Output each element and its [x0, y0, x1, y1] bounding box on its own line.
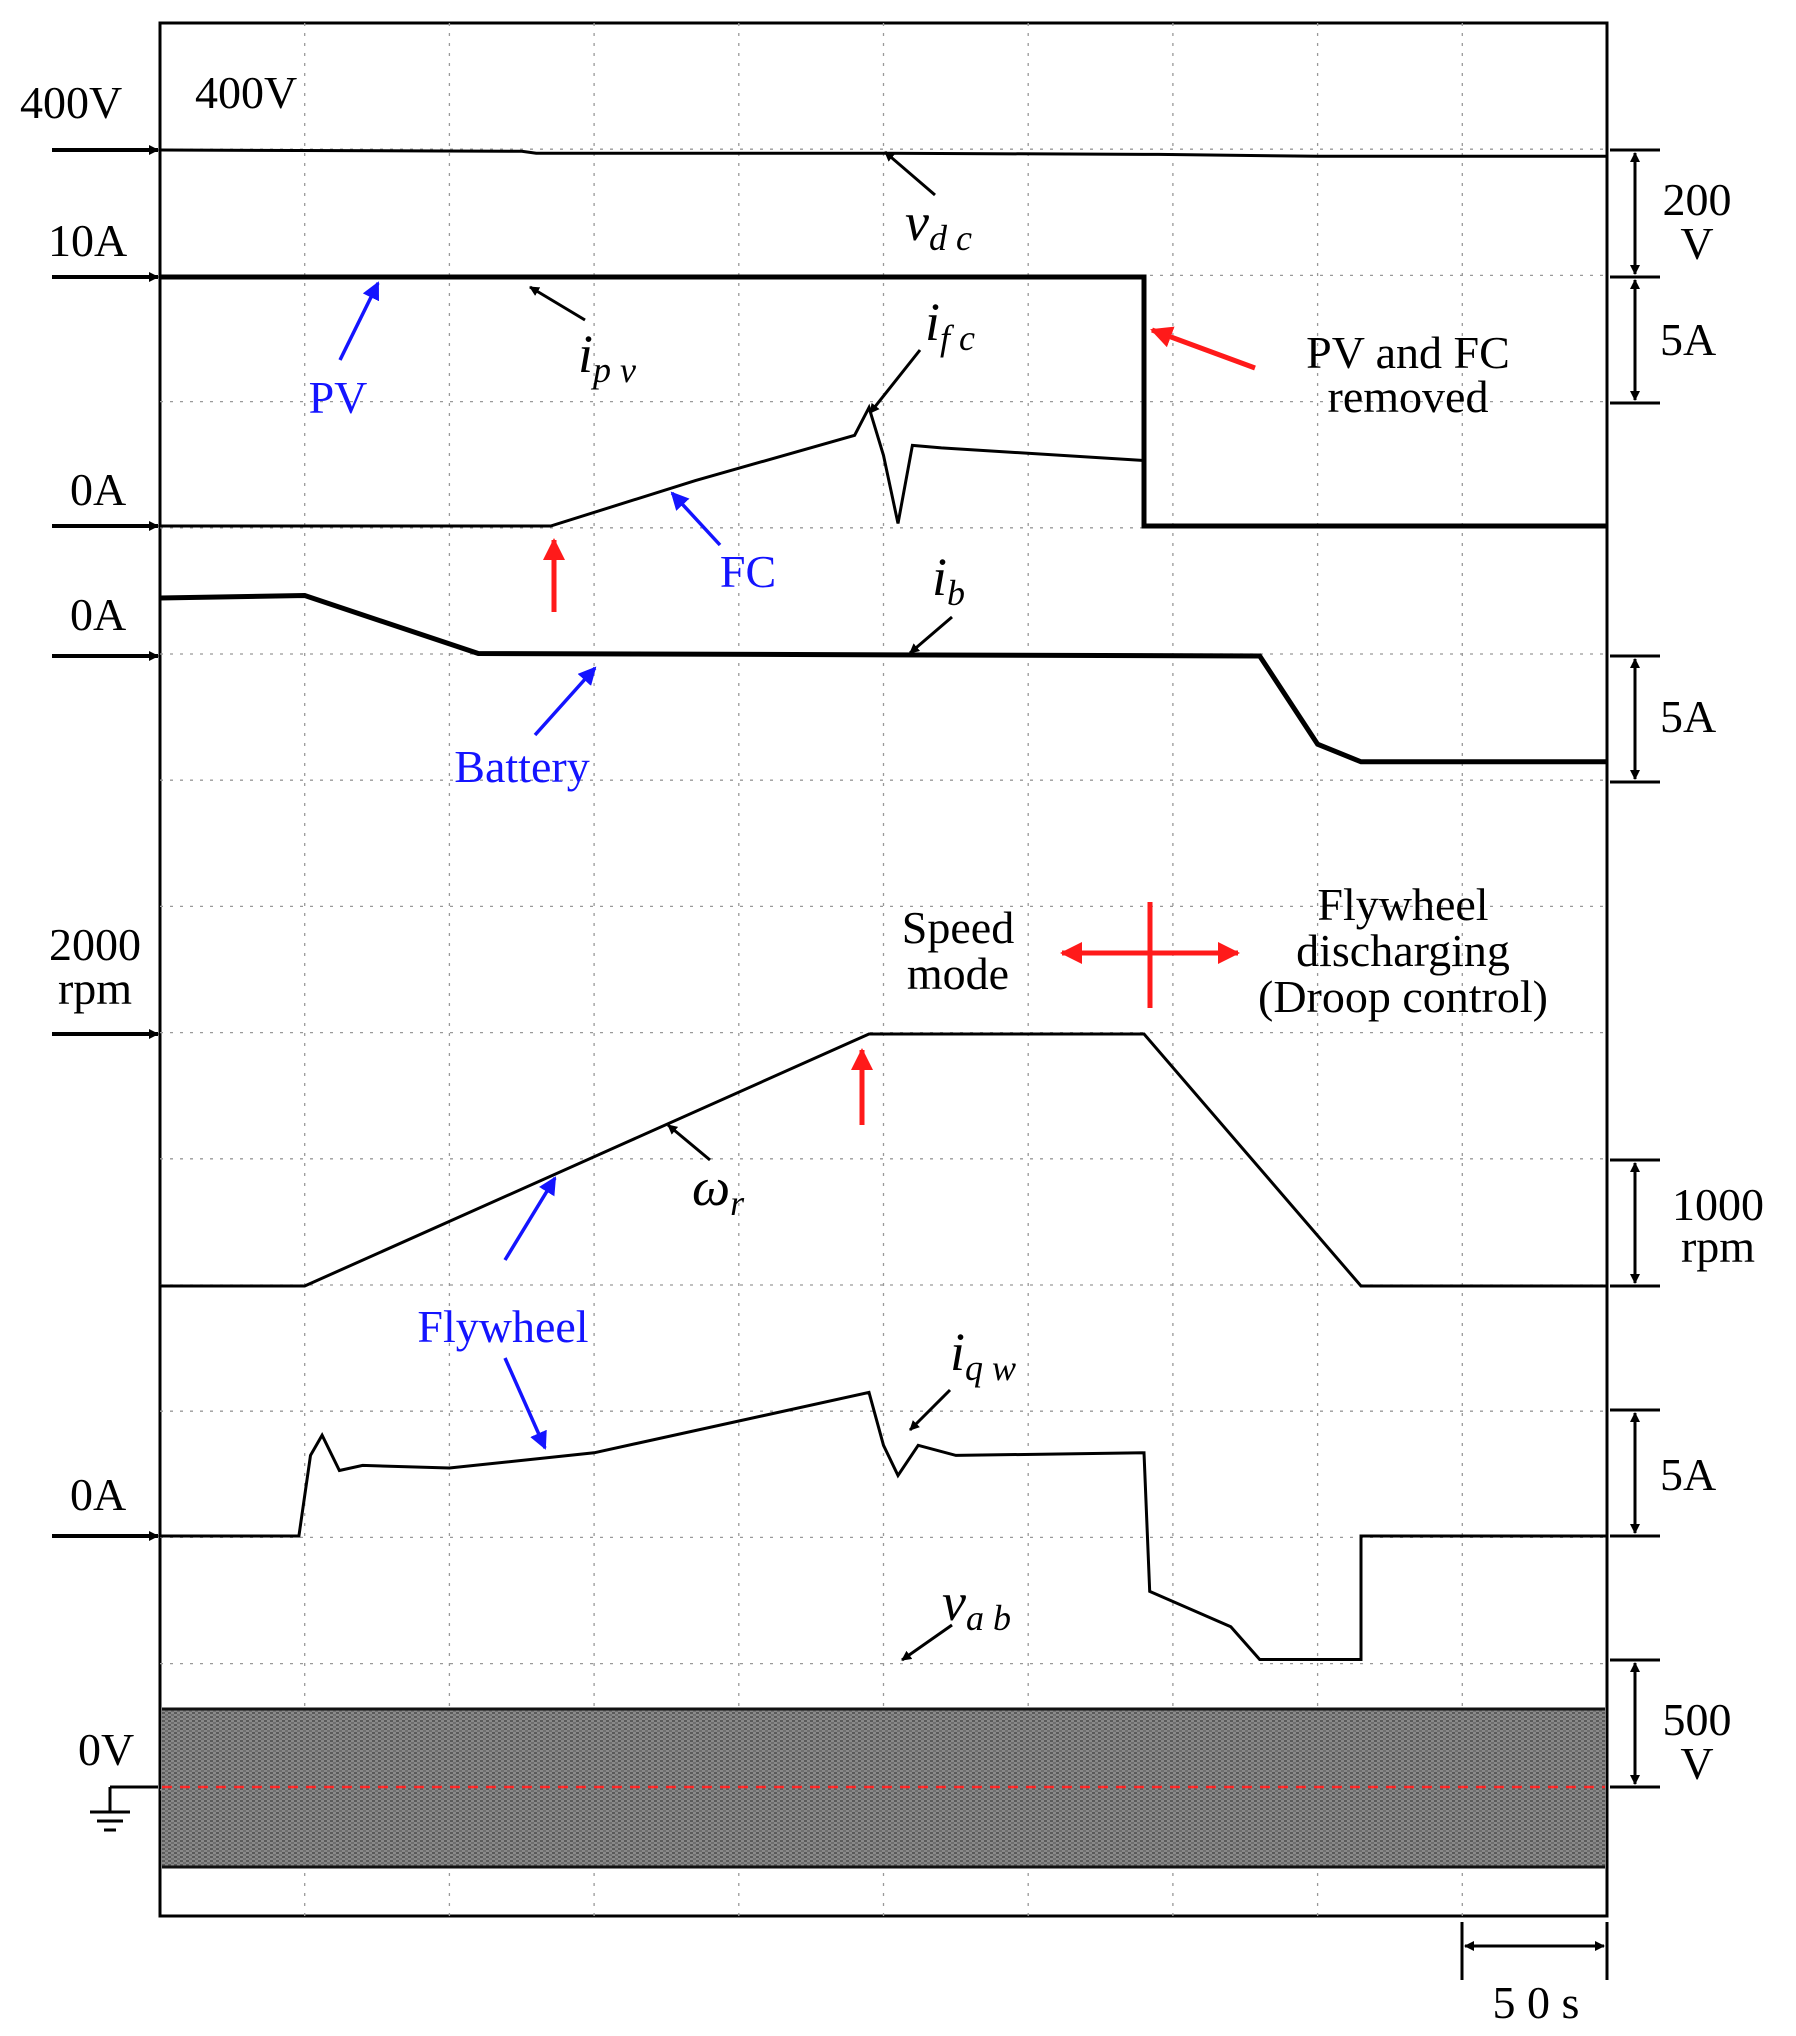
annotation-fc: FC: [720, 546, 776, 597]
label-vab: va b: [942, 1572, 1011, 1638]
label-ifc: if c: [925, 292, 975, 358]
annotation-speed-mode: Speed mode: [902, 902, 1014, 999]
ground-symbol: [90, 1785, 158, 1832]
label-wr: ωr: [692, 1157, 745, 1223]
vdc-level-label-inner: 400V: [195, 67, 297, 118]
ib-zero-label: 0A: [70, 589, 126, 640]
annotation-pv-fc-removed: PV and FC removed: [1306, 327, 1510, 422]
wr-level-label: 2000 rpm: [49, 919, 141, 1014]
label-pointers: [529, 150, 953, 1662]
left-markers: [52, 145, 159, 1541]
red-arrows: [543, 326, 1256, 1125]
trace-i-fc: [160, 403, 1607, 528]
vdc-level-label: 400V: [20, 77, 122, 128]
iqw-scale-label: 5A: [1660, 1449, 1716, 1500]
trace-omega-r: [160, 1032, 1607, 1288]
time-scale-bracket: [1460, 1922, 1609, 1980]
ipv-scale-label: 5A: [1660, 314, 1716, 365]
trace-i-b: [159, 592, 1607, 765]
annotation-flywheel-discharging: Flywheel discharging (Droop control): [1258, 879, 1548, 1022]
annotation-battery: Battery: [454, 741, 589, 792]
trace-v-dc: [159, 148, 1607, 158]
ifc-zero-label: 0A: [70, 464, 126, 515]
wr-scale-label: 1000 rpm: [1672, 1179, 1764, 1272]
trace-i-qw: [160, 1390, 1607, 1661]
ipv-level-label: 10A: [48, 215, 127, 266]
vdc-scale-label: 200 V: [1663, 174, 1732, 269]
label-iqw: iq w: [950, 1322, 1016, 1388]
scale-brackets: [1610, 148, 1660, 1789]
vab-scale-label: 500 V: [1663, 1694, 1732, 1789]
annotation-pv: PV: [309, 372, 368, 423]
label-ib: ib: [932, 547, 965, 613]
vab-zero-label: 0V: [78, 1724, 134, 1775]
label-vdc: vd c: [905, 192, 972, 258]
time-per-div-label: 5 0 s: [1493, 1977, 1580, 2028]
annotation-flywheel: Flywheel: [417, 1301, 588, 1352]
blue-pointers: [338, 281, 722, 1450]
traces: [159, 148, 1607, 1661]
iqw-zero-label: 0A: [70, 1469, 126, 1520]
label-ipv: ip v: [578, 324, 636, 390]
ib-scale-label: 5A: [1660, 691, 1716, 742]
